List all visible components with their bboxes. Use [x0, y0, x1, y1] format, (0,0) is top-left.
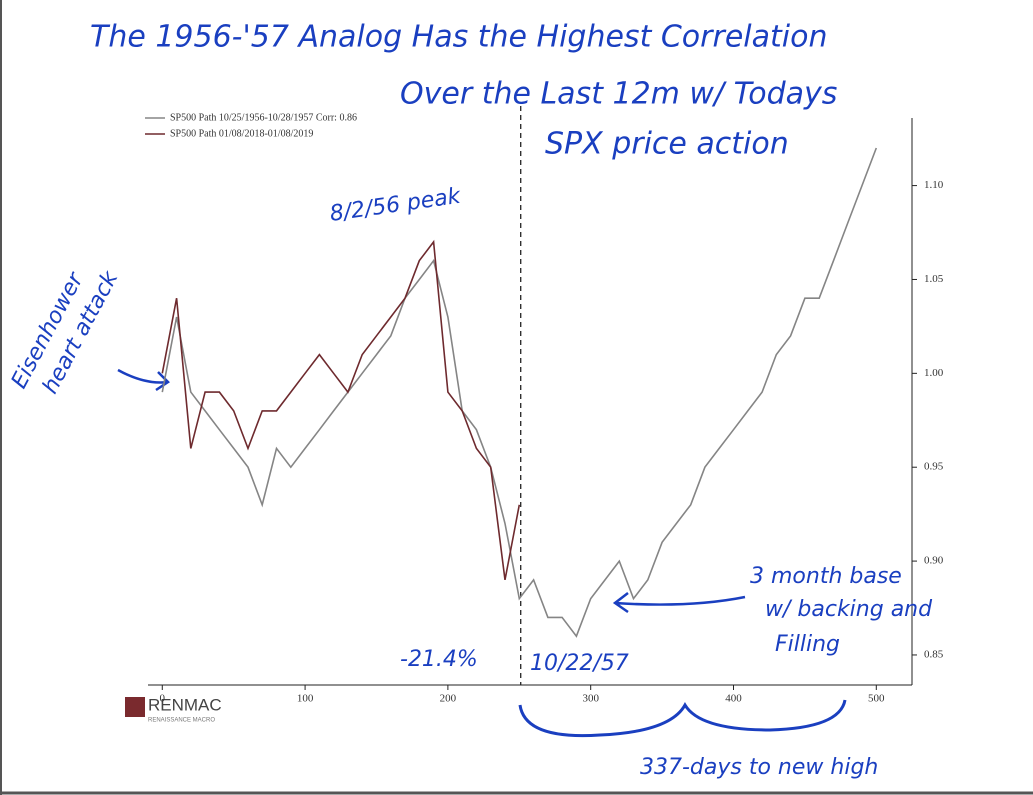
y-tick-label: 1.00 [924, 367, 944, 379]
title-line: The 1956-'57 Analog Has the Highest Corr… [90, 20, 827, 55]
legend-label: SP500 Path 10/25/1956-10/28/1957 Corr: 0… [170, 112, 357, 123]
y-tick-label: 1.05 [924, 273, 944, 285]
x-tick-label: 500 [868, 693, 885, 705]
annotation: -21.4% [400, 647, 478, 672]
annotation: w/ backing and [765, 597, 933, 622]
y-tick-label: 1.10 [924, 179, 944, 191]
y-tick-label: 0.95 [924, 461, 944, 473]
series-line [161, 239, 521, 581]
annotation: 3 month base [750, 564, 902, 589]
y-tick-label: 0.90 [924, 555, 944, 567]
arrow [612, 592, 746, 614]
annotation: Filling [775, 632, 840, 657]
x-tick-label: 0 [160, 693, 166, 705]
x-tick-label: 400 [725, 693, 742, 705]
legend-label: SP500 Path 01/08/2018-01/08/2019 [170, 128, 313, 139]
title-line: Over the Last 12m w/ Todays [400, 77, 837, 112]
x-tick-label: 100 [297, 693, 314, 705]
y-tick-label: 0.85 [924, 648, 944, 660]
annotation: 337-days to new high [640, 755, 878, 780]
x-tick-label: 200 [440, 693, 457, 705]
x-tick-label: 300 [582, 693, 599, 705]
brace [518, 699, 847, 738]
logo-name: RENMAC [148, 695, 222, 714]
annotation: 10/22/57 [530, 651, 629, 676]
title-line: SPX price action [545, 127, 789, 162]
logo-tagline: RENAISSANCE MACRO [148, 718, 215, 724]
series-line [161, 147, 878, 638]
logo-mark [125, 697, 145, 717]
